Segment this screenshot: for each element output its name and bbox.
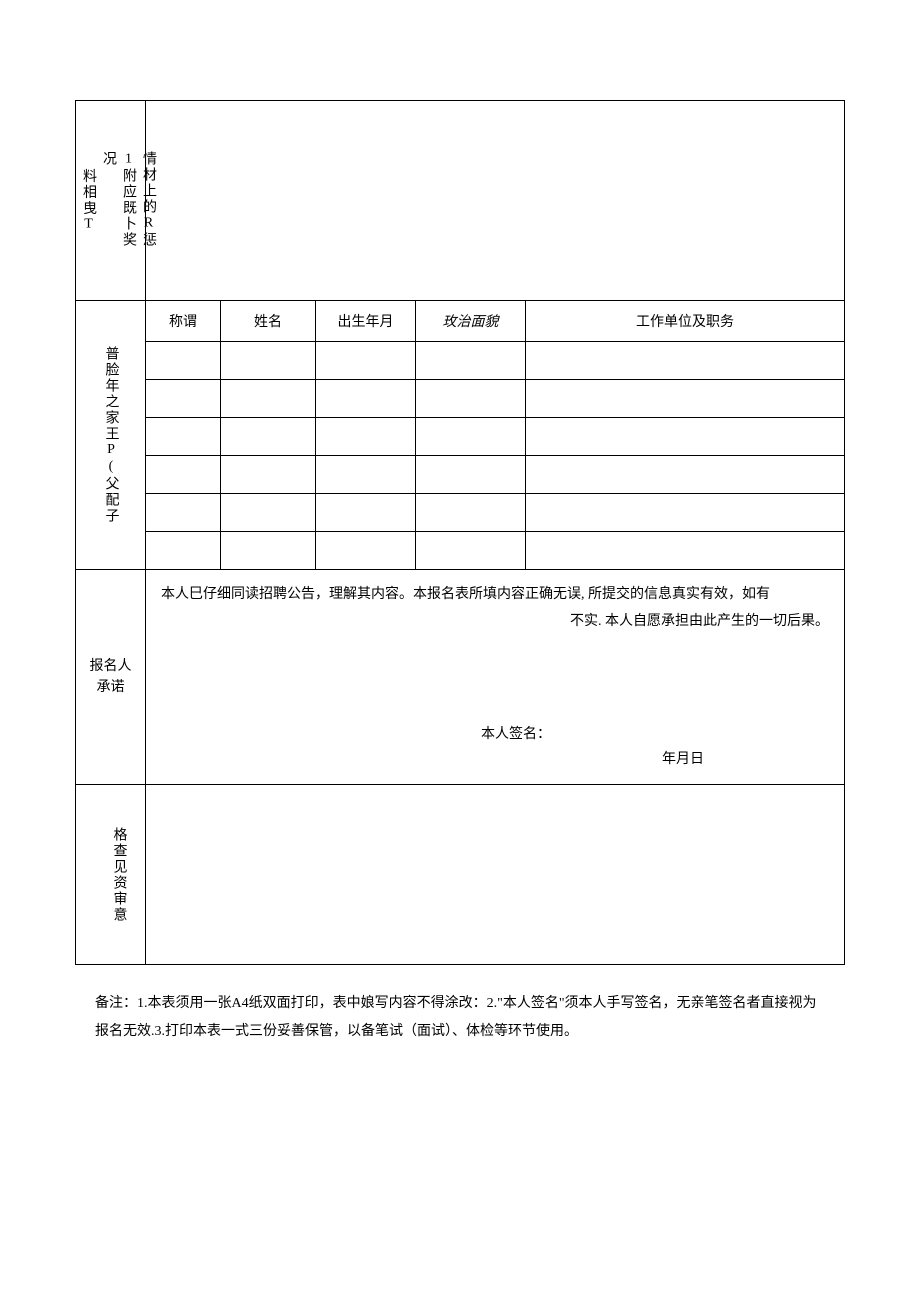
birth-cell[interactable] <box>316 342 416 380</box>
political-cell[interactable] <box>416 380 526 418</box>
work-cell[interactable] <box>526 532 845 570</box>
commitment-content: 本人巳仔细同读招聘公告，理解其内容。本报名表所填内容正确无误, 所提交的信息真实… <box>146 570 845 785</box>
header-birth: 出生年月 <box>316 301 416 342</box>
relation-cell[interactable] <box>146 380 221 418</box>
birth-cell[interactable] <box>316 418 416 456</box>
name-cell[interactable] <box>221 494 316 532</box>
header-name: 姓名 <box>221 301 316 342</box>
family-row <box>76 532 845 570</box>
name-cell[interactable] <box>221 418 316 456</box>
form-table: 料相曳T 情材上的R惩1附应既卜奖况 普脸年之家王P(父配子 称谓 姓名 出生年… <box>75 100 845 965</box>
family-label: 普脸年之家王P(父配子 <box>76 301 146 570</box>
header-relation: 称谓 <box>146 301 221 342</box>
review-row: 格查见资审意 <box>76 785 845 965</box>
relation-cell[interactable] <box>146 494 221 532</box>
header-political: 玫治面貌 <box>416 301 526 342</box>
relation-cell[interactable] <box>146 532 221 570</box>
political-cell[interactable] <box>416 418 526 456</box>
political-cell[interactable] <box>416 342 526 380</box>
birth-cell[interactable] <box>316 456 416 494</box>
family-row <box>76 456 845 494</box>
work-cell[interactable] <box>526 380 845 418</box>
date-label: 年月日 <box>662 747 704 774</box>
name-cell[interactable] <box>221 342 316 380</box>
family-row <box>76 342 845 380</box>
review-label: 格查见资审意 <box>76 785 146 965</box>
family-row <box>76 380 845 418</box>
footnote-item1: 1.本表须用一张A4纸双面打印，表中娘写内容不得涂改： <box>137 996 487 1011</box>
commitment-text-line2: 不实. 本人自愿承担由此产生的一切后果。 <box>161 609 829 636</box>
footnote-prefix: 备注： <box>95 996 137 1011</box>
work-cell[interactable] <box>526 456 845 494</box>
relation-cell[interactable] <box>146 456 221 494</box>
awards-content[interactable] <box>146 101 845 301</box>
work-cell[interactable] <box>526 418 845 456</box>
commitment-text-line1: 本人巳仔细同读招聘公告，理解其内容。本报名表所填内容正确无误, 所提交的信息真实… <box>161 582 829 609</box>
political-cell[interactable] <box>416 456 526 494</box>
political-cell[interactable] <box>416 532 526 570</box>
header-work: 工作单位及职务 <box>526 301 845 342</box>
review-content[interactable] <box>146 785 845 965</box>
family-row <box>76 494 845 532</box>
name-cell[interactable] <box>221 380 316 418</box>
awards-row: 料相曳T 情材上的R惩1附应既卜奖况 <box>76 101 845 301</box>
political-cell[interactable] <box>416 494 526 532</box>
awards-label-col1: 料相曳T <box>78 168 98 233</box>
awards-label-col2: 情材上的R惩1附应既卜奖况 <box>98 151 158 251</box>
relation-cell[interactable] <box>146 418 221 456</box>
relation-cell[interactable] <box>146 342 221 380</box>
work-cell[interactable] <box>526 342 845 380</box>
work-cell[interactable] <box>526 494 845 532</box>
commitment-label: 报名人承诺 <box>76 570 146 785</box>
name-cell[interactable] <box>221 532 316 570</box>
footnote-item3: 3.打印本表一式三份妥善保管，以备笔试（面试）、体检等环节使用。 <box>155 1024 579 1039</box>
signature-label: 本人签名： <box>481 722 551 749</box>
footnote: 备注：1.本表须用一张A4纸双面打印，表中娘写内容不得涂改：2."本人签名"须本… <box>75 990 845 1046</box>
family-row <box>76 418 845 456</box>
name-cell[interactable] <box>221 456 316 494</box>
birth-cell[interactable] <box>316 532 416 570</box>
family-header-row: 普脸年之家王P(父配子 称谓 姓名 出生年月 玫治面貌 工作单位及职务 <box>76 301 845 342</box>
commitment-row: 报名人承诺 本人巳仔细同读招聘公告，理解其内容。本报名表所填内容正确无误, 所提… <box>76 570 845 785</box>
birth-cell[interactable] <box>316 494 416 532</box>
birth-cell[interactable] <box>316 380 416 418</box>
awards-label-cell: 料相曳T 情材上的R惩1附应既卜奖况 <box>76 101 146 301</box>
